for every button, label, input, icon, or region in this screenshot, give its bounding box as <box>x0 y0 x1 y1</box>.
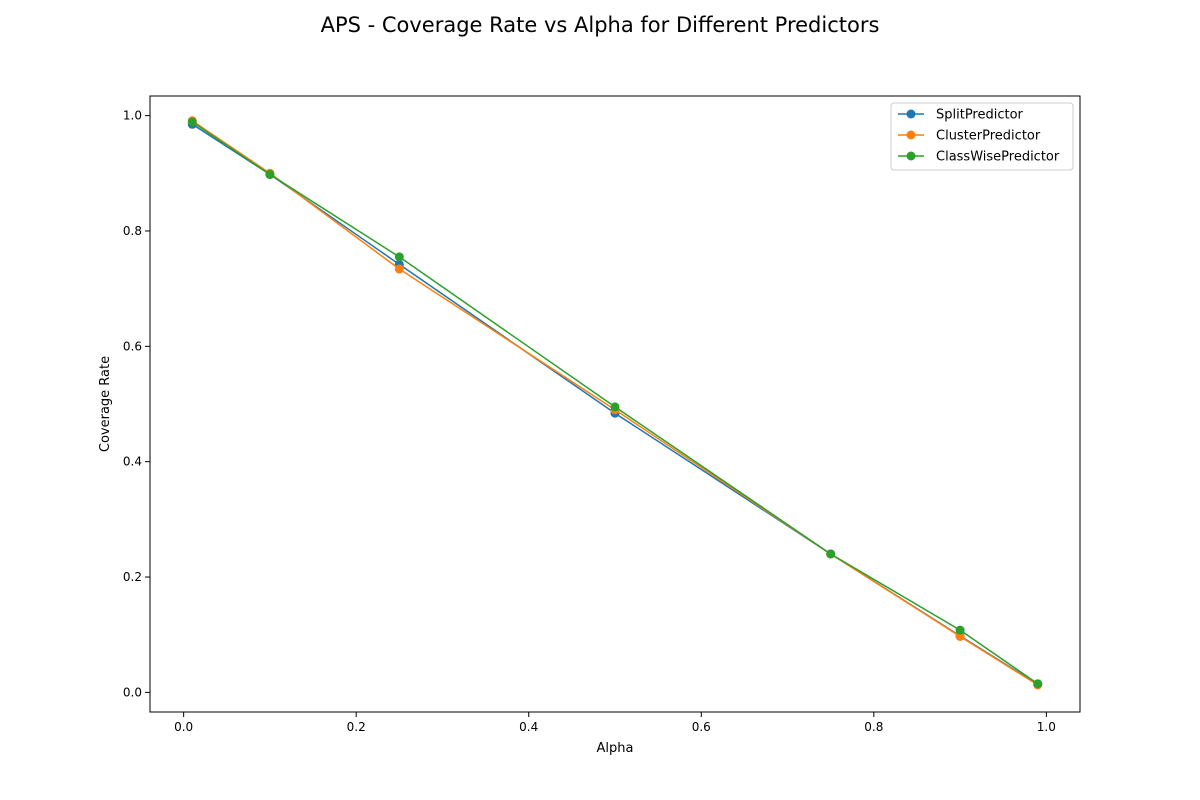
legend-marker <box>906 109 916 119</box>
data-point <box>955 625 965 635</box>
y-tick-label: 0.8 <box>123 224 142 238</box>
legend-item: ClusterPredictor <box>898 129 1041 144</box>
legend-marker <box>906 151 916 161</box>
x-axis-label: Alpha <box>597 741 634 756</box>
y-tick-label: 0.6 <box>123 339 142 353</box>
data-point <box>610 402 620 412</box>
y-tick-label: 0.4 <box>123 455 142 469</box>
series-classwisepredictor <box>187 117 1043 689</box>
legend-label: ClusterPredictor <box>936 129 1041 144</box>
legend-label: ClassWisePredictor <box>936 150 1060 165</box>
legend-item: SplitPredictor <box>898 108 1024 123</box>
data-point <box>265 169 275 179</box>
legend-label: SplitPredictor <box>936 108 1024 123</box>
legend-item: ClassWisePredictor <box>898 150 1060 165</box>
y-tick-label: 1.0 <box>123 109 142 123</box>
x-axis: 0.0 0.2 0.4 0.6 0.8 1.0 <box>174 712 1056 734</box>
legend-box <box>890 102 1074 171</box>
y-axis: 0.0 0.2 0.4 0.6 0.8 1.0 <box>123 109 150 699</box>
data-point <box>826 549 836 559</box>
legend: SplitPredictor ClusterPredictor ClassWiseP… <box>890 102 1074 171</box>
x-tick-label: 0.6 <box>692 720 711 734</box>
x-tick-label: 0.2 <box>347 720 366 734</box>
data-point <box>187 117 197 127</box>
x-tick-label: 0.0 <box>174 720 193 734</box>
x-tick-label: 0.4 <box>519 720 538 734</box>
plot-frame <box>149 95 1081 713</box>
chart-title: APS - Coverage Rate vs Alpha for Differe… <box>321 13 880 37</box>
x-tick-label: 0.8 <box>864 720 883 734</box>
legend-items: SplitPredictor ClusterPredictor ClassWiseP… <box>898 108 1060 165</box>
series-layer <box>187 116 1043 690</box>
y-axis-label: Coverage Rate <box>98 356 113 452</box>
y-tick-label: 0.2 <box>123 570 142 584</box>
data-point <box>955 631 965 641</box>
legend-marker <box>906 130 916 140</box>
data-point <box>394 252 404 262</box>
y-tick-label: 0.0 <box>123 685 142 699</box>
data-point <box>1033 679 1043 689</box>
data-point <box>394 264 404 274</box>
x-tick-label: 1.0 <box>1037 720 1056 734</box>
